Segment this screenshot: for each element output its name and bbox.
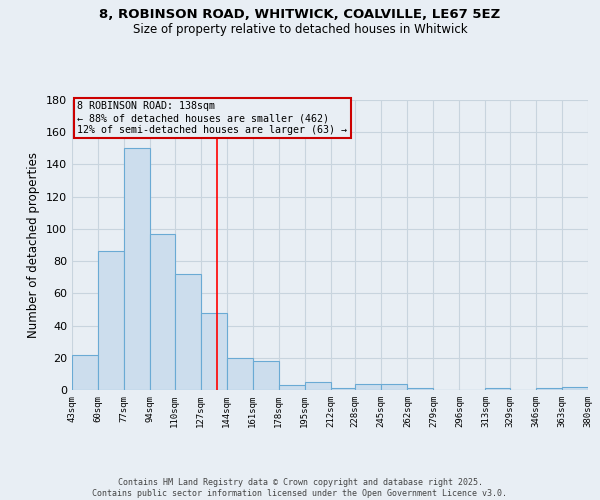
Bar xyxy=(331,388,355,390)
Bar xyxy=(305,382,331,390)
Bar xyxy=(175,274,200,390)
Bar xyxy=(536,388,562,390)
Text: 8, ROBINSON ROAD, WHITWICK, COALVILLE, LE67 5EZ: 8, ROBINSON ROAD, WHITWICK, COALVILLE, L… xyxy=(100,8,500,20)
Bar xyxy=(124,148,150,390)
Bar xyxy=(253,361,279,390)
Bar xyxy=(485,388,510,390)
Text: Contains HM Land Registry data © Crown copyright and database right 2025.
Contai: Contains HM Land Registry data © Crown c… xyxy=(92,478,508,498)
Bar xyxy=(72,354,98,390)
Bar xyxy=(381,384,407,390)
Bar xyxy=(150,234,175,390)
Bar xyxy=(227,358,253,390)
Bar xyxy=(562,387,588,390)
Bar xyxy=(355,384,381,390)
Bar xyxy=(200,312,227,390)
Text: 8 ROBINSON ROAD: 138sqm
← 88% of detached houses are smaller (462)
12% of semi-d: 8 ROBINSON ROAD: 138sqm ← 88% of detache… xyxy=(77,102,347,134)
Bar xyxy=(279,385,305,390)
Bar xyxy=(98,252,124,390)
Y-axis label: Number of detached properties: Number of detached properties xyxy=(28,152,40,338)
Bar xyxy=(407,388,433,390)
Text: Size of property relative to detached houses in Whitwick: Size of property relative to detached ho… xyxy=(133,22,467,36)
